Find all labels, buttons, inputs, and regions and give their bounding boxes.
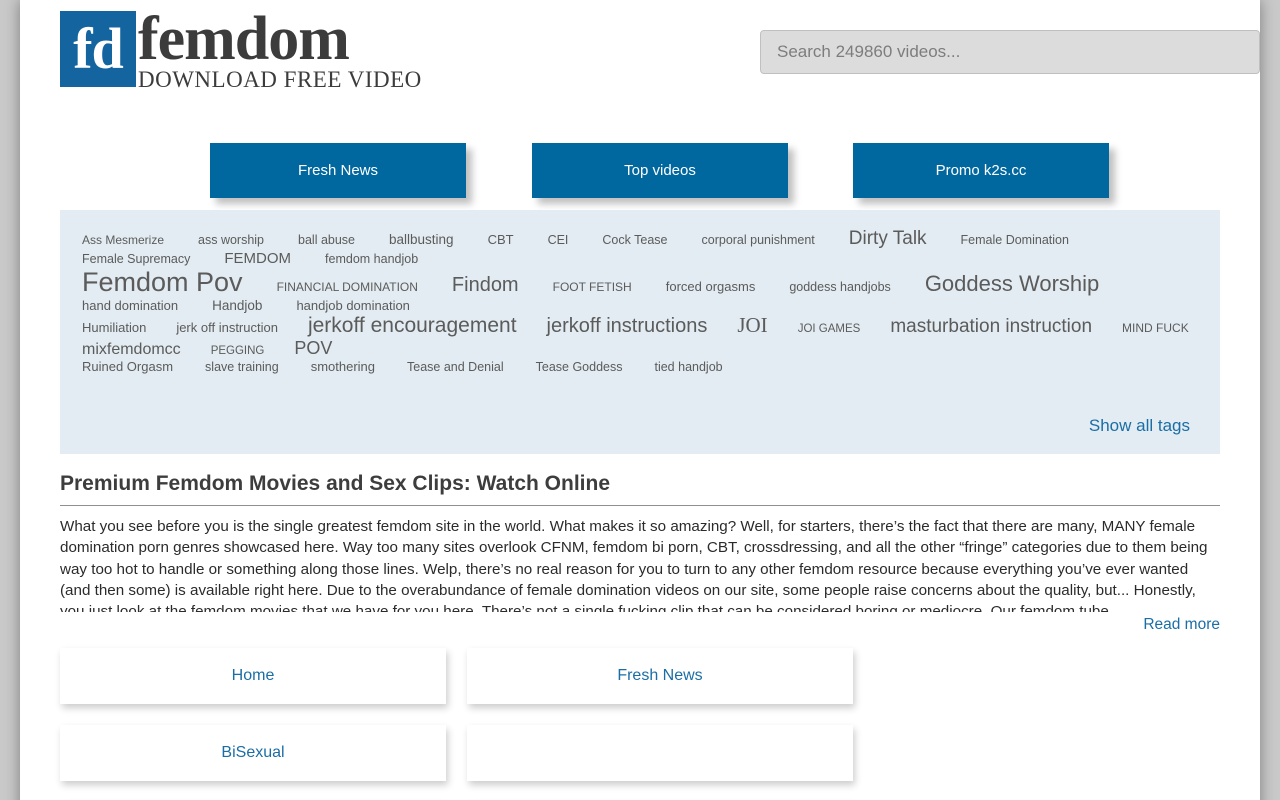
tag-cloud-row: Ruined Orgasm slave training smothering Tea… [82, 359, 1198, 394]
nav-button-top-videos[interactable]: Top videos [532, 143, 788, 198]
tag-link[interactable]: Femdom Pov [82, 267, 243, 297]
tag-link[interactable]: Ass Mesmerize [82, 233, 165, 247]
tag-cloud-panel: Ass Mesmerize ass worship ball abuse ballbu… [60, 210, 1220, 454]
tag-link[interactable]: MIND FUCK [1122, 321, 1189, 335]
tag-link[interactable]: FOOT FETISH [552, 280, 632, 294]
tag-link[interactable]: masturbation instruction [890, 316, 1093, 337]
tag-link[interactable]: femdom handjob [325, 252, 419, 266]
tag-link[interactable]: Findom [451, 274, 519, 296]
tag-link[interactable]: ass worship [198, 233, 265, 247]
show-all-tags-link[interactable]: Show all tags [1088, 416, 1190, 435]
category-card-link[interactable]: Fresh News [617, 667, 703, 684]
nav-button-fresh-news[interactable]: Fresh News [210, 143, 466, 198]
tag-link[interactable]: Female Supremacy [82, 252, 191, 266]
logo-mark-fd: fd [60, 11, 136, 87]
tag-link[interactable]: Ruined Orgasm [82, 359, 174, 374]
site-header: fd femdom DOWNLOAD FREE VIDEO [20, 0, 1260, 110]
tag-link[interactable]: PEGGING [210, 345, 265, 357]
tag-link[interactable]: goddess handjobs [789, 280, 891, 294]
tag-link[interactable]: Handjob [212, 298, 263, 313]
tag-link[interactable]: Female Domination [960, 233, 1069, 247]
show-all-tags-row: Show all tags [82, 416, 1198, 436]
tag-link[interactable]: mixfemdomcc [82, 341, 181, 358]
article-body: What you see before you is the single gr… [60, 516, 1220, 612]
page-title: Premium Femdom Movies and Sex Clips: Wat… [60, 472, 1220, 506]
category-card-link[interactable]: Home [231, 667, 275, 684]
tag-link[interactable]: JOI [737, 313, 768, 337]
logo-wordmark: femdom DOWNLOAD FREE VIDEO [138, 5, 422, 93]
tag-link[interactable]: JOI GAMES [797, 323, 861, 335]
tag-link[interactable]: CBT [487, 232, 514, 247]
tag-link[interactable]: ballbusting [389, 232, 454, 247]
search-input[interactable] [760, 30, 1260, 74]
tag-link[interactable]: Humiliation [82, 320, 147, 335]
tag-link[interactable]: corporal punishment [701, 233, 815, 247]
tag-link[interactable]: tied handjob [654, 360, 723, 374]
category-card[interactable]: Home [60, 648, 446, 704]
read-more-link[interactable]: Read more [1143, 616, 1220, 633]
read-more-row: Read more [60, 616, 1220, 640]
site-logo[interactable]: fd femdom DOWNLOAD FREE VIDEO [60, 5, 422, 93]
tag-link[interactable]: handjob domination [296, 298, 410, 313]
tag-cloud-rows: Ass Mesmerize ass worship ball abuse ballbu… [82, 228, 1198, 394]
logo-tagline: DOWNLOAD FREE VIDEO [138, 67, 422, 92]
search-box[interactable] [760, 30, 1260, 74]
tag-link[interactable]: slave training [205, 360, 279, 374]
tag-link[interactable]: forced orgasms [665, 279, 756, 294]
tag-link[interactable]: Tease and Denial [407, 360, 504, 374]
tag-link[interactable]: smothering [310, 359, 376, 374]
tag-link[interactable]: jerkoff instructions [546, 315, 708, 337]
primary-nav-buttons: Fresh News Top videos Promo k2s.cc [20, 110, 1260, 210]
tag-link[interactable]: POV [294, 338, 333, 358]
tag-link[interactable]: FINANCIAL DOMINATION [276, 280, 418, 294]
tag-link[interactable]: CEI [547, 233, 569, 247]
tag-link[interactable]: Goddess Worship [924, 271, 1100, 296]
category-card[interactable] [467, 725, 853, 781]
tag-link[interactable]: ball abuse [298, 233, 356, 247]
article-paragraph: What you see before you is the single gr… [60, 518, 1208, 612]
article-section: Premium Femdom Movies and Sex Clips: Wat… [60, 454, 1220, 640]
tag-link[interactable]: Tease Goddess [535, 360, 623, 374]
tag-cloud-row: Humiliation jerk off instruction jerkoff e… [82, 313, 1198, 359]
tag-link[interactable]: hand domination [82, 298, 179, 313]
tag-link[interactable]: FEMDOM [224, 250, 292, 267]
nav-button-promo[interactable]: Promo k2s.cc [853, 143, 1109, 198]
category-card-grid: Home Fresh News BiSexual [60, 648, 1220, 800]
tag-link[interactable]: jerkoff encouragement [307, 314, 517, 337]
category-card[interactable]: Fresh News [467, 648, 853, 704]
tag-link[interactable]: Dirty Talk [848, 228, 927, 249]
logo-title: femdom [138, 5, 350, 73]
tag-cloud-row: Femdom Pov FINANCIAL DOMINATION Findom FOOT… [82, 267, 1198, 313]
tag-cloud-row: Ass Mesmerize ass worship ball abuse ballbu… [82, 228, 1198, 267]
page-container: fd femdom DOWNLOAD FREE VIDEO Fresh News… [20, 0, 1260, 800]
tag-link[interactable]: Cock Tease [602, 233, 668, 247]
tag-link[interactable]: jerk off instruction [176, 320, 278, 335]
category-card-link[interactable]: BiSexual [221, 744, 285, 761]
category-card[interactable]: BiSexual [60, 725, 446, 781]
